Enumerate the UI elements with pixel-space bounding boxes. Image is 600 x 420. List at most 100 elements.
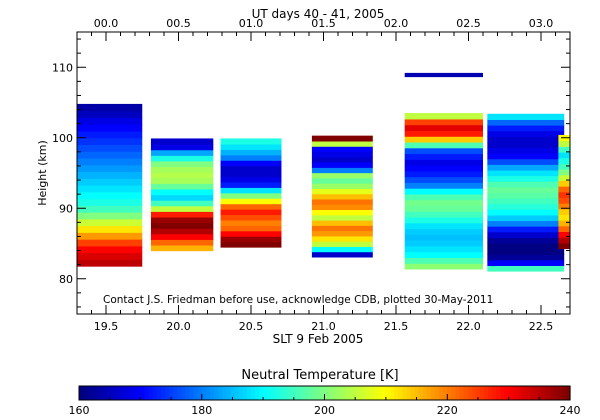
colorbar-segment [254,386,260,400]
profile-cell [558,191,570,198]
profile-cell [220,225,282,232]
profile-cell [77,191,143,200]
profile-cell [311,151,373,158]
profile-cell [150,244,214,252]
profile-cell [404,263,483,270]
profile-cell [404,141,483,149]
profile-cell [311,235,373,242]
profile-cell [220,154,282,161]
profile-cell [311,146,373,153]
profile-cell [487,119,565,126]
profile-cell [150,155,214,162]
colorbar-segment [115,386,121,400]
profile-cell [558,242,570,250]
colorbar-segment [156,386,162,400]
profile-cell [404,188,483,195]
profile-cell [487,141,565,149]
profile-cell [487,237,565,244]
profile-cell [77,259,143,267]
colorbar-segment [238,386,244,400]
profile-cell [311,246,373,253]
colorbar-segment [107,386,113,400]
profile-cell [77,124,143,132]
profile-cell [487,203,565,210]
colorbar-segment [95,386,101,400]
profile-5 [404,113,483,270]
top-tick-label: 02.5 [456,17,481,30]
colorbar-segment [553,386,559,400]
profile-6 [487,113,565,272]
profile-cell [487,198,565,205]
colorbar-segment [524,386,530,400]
colorbar-segment [418,386,424,400]
profile-cell [404,193,483,201]
profile-cell [150,205,214,212]
profile-cell [77,137,143,146]
profile-cell [220,203,282,210]
colorbar-segment [398,386,403,400]
profile-cell [558,180,570,187]
profile-cell [77,178,143,186]
profile-cell [487,226,565,233]
colorbar-segment [328,386,334,400]
colorbar-segment [234,386,240,400]
profile-cell [487,153,565,160]
profile-cell [311,241,373,247]
profile-cell [77,198,143,206]
profile-cell [311,140,373,147]
profile-cell [311,219,373,226]
colorbar-segment [312,386,317,400]
profile-cell [487,265,565,272]
axis-ticks [76,32,571,314]
profile-cell [150,138,214,145]
colorbar-segment [394,386,399,400]
colorbar-segment [226,386,231,400]
colorbar-segment [320,386,326,400]
colorbar-segment [87,386,92,400]
profile-cell [558,174,570,181]
profile-cell [77,225,143,233]
profile-cell [311,156,373,163]
profile-cell [150,166,214,173]
profile-cell [77,103,143,112]
y-axis-label: Height (km) [36,140,49,206]
top-tick-label: 01.5 [311,17,336,30]
profile-cell [150,222,214,229]
colorbar-segment [160,386,166,400]
colorbar-segment [533,386,538,400]
profile-cell [487,164,565,171]
profile-cell [487,158,565,165]
profile-cell [404,205,483,212]
colorbar-segment [471,386,477,400]
profile-cell [150,228,214,235]
x-tick-label: 20.0 [166,320,191,333]
profile-cell [220,236,282,243]
colorbar-segment [103,386,109,400]
profile-1 [77,103,143,267]
profile-cell [558,163,570,170]
colorbar-segment [439,386,444,400]
colorbar-segment [545,386,551,400]
profile-cell [404,234,483,241]
profile-cell [404,118,483,126]
colorbar-segment [537,386,542,400]
profile-cell [404,228,483,235]
colorbar-segment [357,386,362,400]
profile-cell [487,113,565,120]
profile-cell [487,147,565,154]
colorbar-segment [353,386,358,400]
profile-cell [311,135,373,142]
profile-cell [220,171,282,178]
profile-cell [404,240,483,247]
profile-cell [77,212,143,220]
colorbar-segment [406,386,412,400]
profile-cell [558,208,570,215]
colorbar-segment [496,386,502,400]
profile-cell [404,147,483,155]
colorbar-segment [295,386,301,400]
colorbar-tick-label: 240 [560,404,581,417]
colorbar-segment [201,386,207,400]
profile-cell [220,198,282,205]
x-tick-label: 21.0 [311,320,336,333]
colorbar-segment [308,386,313,400]
